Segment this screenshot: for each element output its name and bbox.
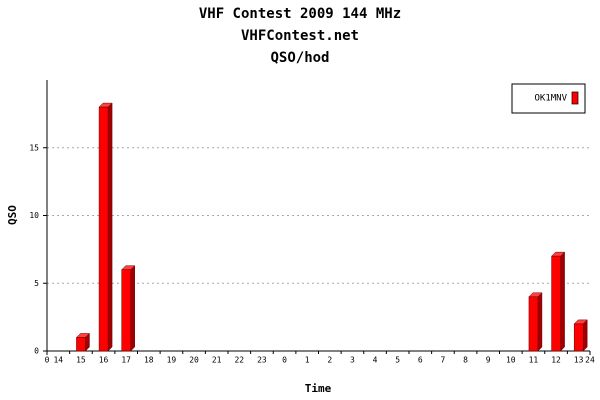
x-tick-label: 13 — [574, 356, 584, 365]
bar-side — [130, 265, 135, 352]
y-tick-label: 5 — [34, 279, 39, 288]
bar-side — [582, 319, 588, 352]
bar-side — [107, 102, 113, 352]
x-tick-label: 4 — [373, 356, 378, 365]
x-tick-label: 0 — [45, 356, 50, 365]
bar — [528, 296, 539, 352]
x-tick-label: 20 — [189, 356, 199, 365]
x-tick-label: 23 — [257, 356, 267, 365]
x-tick-label: 7 — [441, 356, 446, 365]
x-tick-label: 24 — [585, 356, 595, 365]
y-tick-label: 10 — [29, 211, 39, 220]
x-tick-label: 10 — [506, 356, 516, 365]
bar — [98, 106, 109, 352]
bar — [76, 337, 86, 352]
x-tick-label: 21 — [212, 356, 222, 365]
x-tick-label: 1 — [305, 356, 310, 365]
x-tick-label: 0 — [282, 356, 287, 365]
chart-title: VHF Contest 2009 144 MHz — [199, 6, 401, 22]
y-tick-label: 0 — [34, 347, 39, 356]
bar-side — [560, 251, 565, 352]
x-tick-label: 2 — [327, 356, 332, 365]
legend-label: OK1MNV — [534, 94, 567, 104]
x-tick-label: 14 — [53, 356, 63, 365]
chart-subtitle: QSO/hod — [270, 50, 329, 66]
x-tick-label: 9 — [486, 356, 491, 365]
legend-swatch — [571, 91, 579, 105]
bar — [573, 323, 584, 352]
bar — [551, 255, 561, 352]
x-tick-label: 11 — [529, 356, 539, 365]
bar — [121, 269, 131, 352]
x-tick-label: 12 — [551, 356, 561, 365]
bar-side — [537, 292, 543, 352]
x-axis-label: Time — [305, 382, 332, 395]
x-tick-label: 22 — [234, 356, 244, 365]
x-tick-label: 15 — [76, 356, 86, 365]
x-tick-label: 17 — [121, 356, 131, 365]
y-axis-label: QSO — [6, 205, 19, 225]
x-tick-label: 5 — [395, 356, 400, 365]
x-tick-label: 3 — [350, 356, 355, 365]
chart-subtitle: VHFContest.net — [241, 28, 359, 44]
legend-box — [511, 83, 586, 114]
x-tick-label: 6 — [418, 356, 423, 365]
y-tick-label: 15 — [29, 143, 39, 152]
x-tick-label: 18 — [144, 356, 154, 365]
x-tick-label: 8 — [463, 356, 468, 365]
x-tick-label: 16 — [99, 356, 109, 365]
x-tick-label: 19 — [167, 356, 177, 365]
